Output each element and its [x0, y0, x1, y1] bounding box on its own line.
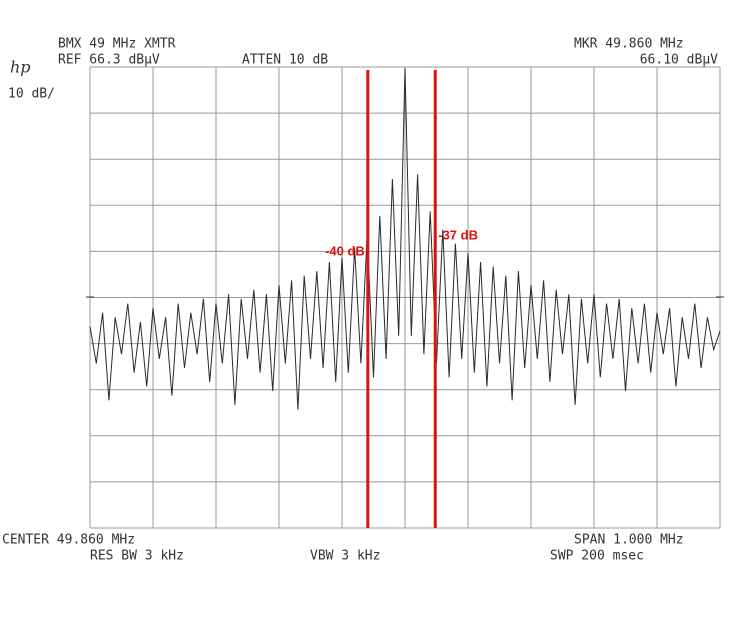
- trace: [89, 67, 721, 410]
- scale-label: 10 dB/: [8, 87, 55, 102]
- vbw-label: VBW 3 kHz: [310, 549, 380, 564]
- center-label: CENTER 49.860 MHz: [2, 533, 135, 548]
- marker-annotation: -40 dB: [325, 243, 365, 258]
- span-label: SPAN 1.000 MHz: [574, 533, 684, 548]
- marker-annotation: -37 dB: [438, 227, 478, 242]
- logo: hp: [10, 58, 31, 77]
- ref-label: REF 66.3 dBµV: [58, 53, 160, 68]
- sweep-label: SWP 200 msec: [550, 549, 644, 564]
- marker-freq: MKR 49.860 MHz: [574, 37, 684, 52]
- rbw-label: RES BW 3 kHz: [90, 549, 184, 564]
- marker-level: 66.10 dBµV: [640, 53, 718, 68]
- chart-title: BMX 49 MHz XMTR: [58, 37, 176, 52]
- atten-label: ATTEN 10 dB: [242, 53, 328, 68]
